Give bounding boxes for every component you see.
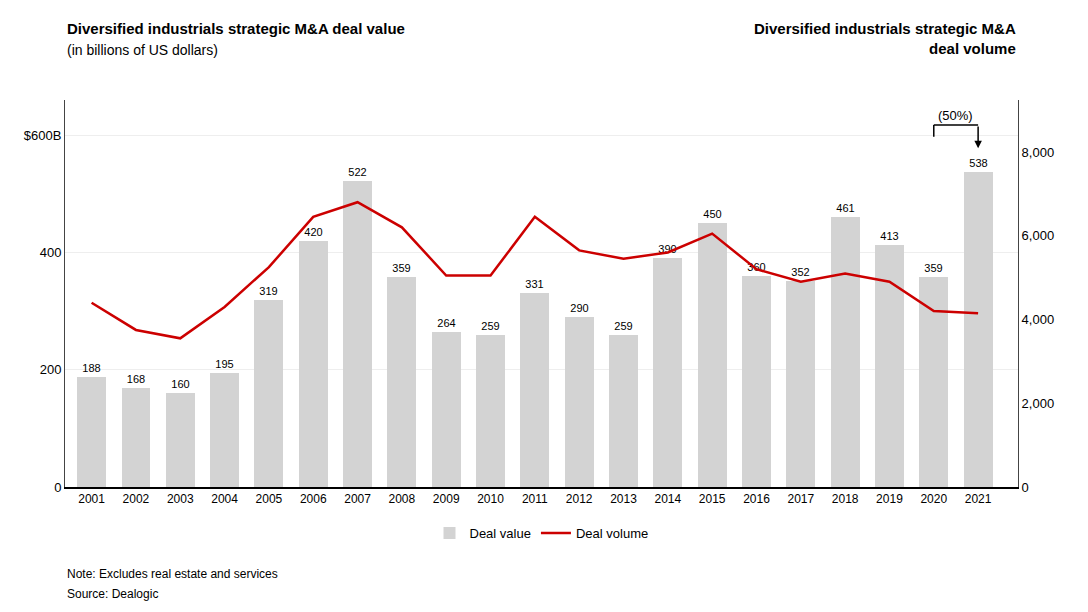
svg-text:8,000: 8,000 (1022, 144, 1055, 159)
svg-text:259: 259 (614, 320, 632, 332)
svg-text:0: 0 (1022, 480, 1029, 495)
svg-text:2014: 2014 (654, 492, 681, 506)
svg-text:264: 264 (437, 317, 455, 329)
svg-text:461: 461 (836, 202, 854, 214)
svg-text:2007: 2007 (344, 492, 371, 506)
svg-text:2003: 2003 (167, 492, 194, 506)
svg-text:2011: 2011 (522, 492, 548, 506)
svg-text:0: 0 (54, 480, 61, 495)
svg-text:290: 290 (570, 302, 588, 314)
svg-text:319: 319 (259, 285, 277, 297)
svg-text:2005: 2005 (256, 492, 283, 506)
svg-text:188: 188 (82, 362, 100, 374)
svg-text:538: 538 (969, 157, 987, 169)
svg-text:522: 522 (348, 166, 366, 178)
svg-text:352: 352 (791, 266, 809, 278)
svg-text:2015: 2015 (699, 492, 726, 506)
svg-text:(in billions of US dollars): (in billions of US dollars) (67, 42, 218, 58)
svg-text:2020: 2020 (920, 492, 947, 506)
svg-text:2016: 2016 (743, 492, 770, 506)
svg-text:359: 359 (392, 262, 410, 274)
svg-text:331: 331 (525, 278, 543, 290)
svg-text:2019: 2019 (876, 492, 903, 506)
svg-text:$600B: $600B (24, 128, 62, 143)
svg-text:4,000: 4,000 (1022, 312, 1055, 327)
svg-text:400: 400 (40, 245, 62, 260)
svg-text:390: 390 (658, 243, 676, 255)
svg-text:2010: 2010 (477, 492, 504, 506)
svg-text:Diversified industrials strate: Diversified industrials strategic M&A de… (67, 20, 405, 37)
svg-text:2008: 2008 (389, 492, 416, 506)
svg-text:450: 450 (703, 208, 721, 220)
svg-text:2002: 2002 (123, 492, 150, 506)
svg-text:2006: 2006 (300, 492, 327, 506)
svg-text:359: 359 (924, 262, 942, 274)
svg-text:413: 413 (880, 230, 898, 242)
svg-text:Note: Excludes real estate and: Note: Excludes real estate and services (67, 567, 278, 581)
svg-text:2017: 2017 (787, 492, 814, 506)
svg-text:2021: 2021 (965, 492, 992, 506)
svg-text:Deal volume: Deal volume (576, 526, 648, 541)
svg-text:420: 420 (304, 226, 322, 238)
svg-text:Source: Dealogic: Source: Dealogic (67, 587, 158, 601)
svg-text:2001: 2001 (78, 492, 105, 506)
svg-text:(50%): (50%) (938, 108, 973, 123)
svg-text:2013: 2013 (610, 492, 637, 506)
svg-text:2004: 2004 (211, 492, 238, 506)
svg-text:6,000: 6,000 (1022, 228, 1055, 243)
svg-text:2,000: 2,000 (1022, 396, 1055, 411)
svg-text:200: 200 (40, 362, 62, 377)
svg-text:Diversified industrials strate: Diversified industrials strategic M&Adea… (754, 20, 1016, 57)
svg-text:2018: 2018 (832, 492, 859, 506)
svg-text:259: 259 (481, 320, 499, 332)
svg-text:2012: 2012 (566, 492, 593, 506)
svg-text:160: 160 (171, 378, 189, 390)
svg-text:Deal value: Deal value (470, 526, 531, 541)
svg-text:2009: 2009 (433, 492, 460, 506)
svg-text:195: 195 (215, 358, 233, 370)
svg-text:360: 360 (747, 261, 765, 273)
svg-text:168: 168 (127, 373, 145, 385)
